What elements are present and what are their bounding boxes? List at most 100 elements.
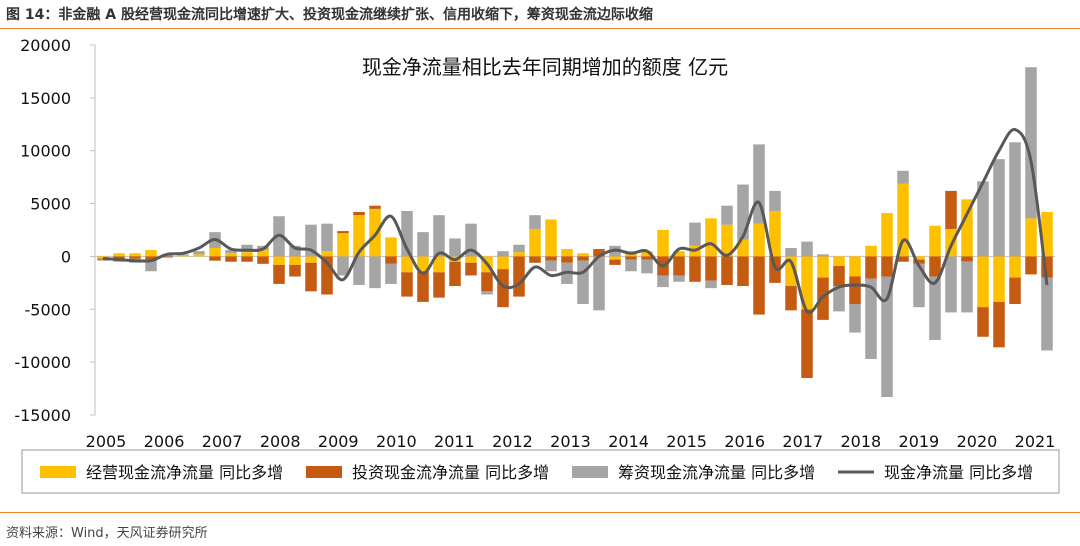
bar-series-1 [353, 215, 365, 257]
y-tick-label: -15000 [14, 406, 71, 425]
x-tick-label: 2015 [666, 432, 707, 451]
y-tick-label: 10000 [20, 142, 71, 161]
bar-series-2 [257, 256, 269, 264]
bar-series-2 [785, 286, 797, 311]
bar-series-3 [705, 280, 717, 289]
bar-series-1 [913, 256, 925, 260]
line-layer [102, 128, 1049, 315]
bar-series-2 [161, 256, 173, 258]
bar-series-3 [529, 215, 541, 229]
bar-series-2 [529, 256, 541, 263]
footer-divider [0, 512, 1080, 513]
bar-series-3 [385, 263, 397, 284]
bar-series-3 [945, 256, 957, 313]
bar-series-1 [929, 225, 941, 257]
bar-series-3 [337, 256, 349, 276]
bar-series-2 [129, 256, 141, 259]
bar-series-3 [753, 144, 765, 224]
bar-series-2 [625, 256, 637, 260]
bar-series-2 [385, 256, 397, 264]
bar-series-1 [113, 253, 125, 257]
bar-series-3 [145, 259, 157, 272]
bar-series-1 [289, 256, 301, 265]
bar-series-1 [657, 230, 669, 257]
bar-series-2 [641, 256, 653, 260]
title-divider [0, 28, 1080, 29]
bar-series-1 [513, 252, 525, 257]
bar-series-3 [881, 276, 893, 398]
bar-series-3 [417, 232, 429, 257]
bar-series-3 [193, 251, 205, 255]
bar-series-3 [961, 261, 973, 313]
x-tick-label: 2005 [86, 432, 127, 451]
bar-series-2 [273, 264, 285, 284]
y-tick-label: 0 [61, 247, 71, 266]
bar-series-1 [737, 239, 749, 257]
bar-series-3 [993, 159, 1005, 257]
bar-series-1 [129, 253, 141, 257]
x-tick-label: 2007 [202, 432, 243, 451]
bar-series-2 [993, 301, 1005, 348]
bar-series-1 [801, 256, 813, 310]
bar-series-2 [433, 272, 445, 298]
bar-series-2 [801, 309, 813, 378]
legend-frame [21, 449, 1060, 494]
figure-title: 图 14：非金融 A 股经营现金流同比增速扩大、投资现金流继续扩张、信用收缩下，… [6, 7, 653, 23]
bar-series-2 [1025, 256, 1037, 275]
y-tick-label: 15000 [20, 89, 71, 108]
bar-series-3 [1009, 142, 1021, 257]
bar-series-1 [897, 183, 909, 257]
chart: 现金净流量相比去年同期增加的额度 亿元 2005 2006 2007 2008 2009… [14, 36, 1060, 494]
bar-series-3 [897, 170, 909, 184]
bar-series-1 [609, 256, 621, 260]
bar-series-3 [321, 223, 333, 252]
bar-series-1 [1009, 256, 1021, 278]
bar-series-1 [305, 256, 317, 263]
bar-series-1 [193, 254, 205, 257]
bar-series-2 [289, 264, 301, 277]
bar-series-2 [705, 256, 717, 281]
bar-series-2 [337, 231, 349, 234]
bar-series-3 [513, 244, 525, 253]
bar-series-3 [929, 276, 941, 340]
bar-series-3 [673, 275, 685, 282]
bar-series-2 [401, 272, 413, 297]
bar-series-3 [225, 250, 237, 254]
x-tick-label: 2021 [1015, 432, 1056, 451]
bar-series-1 [209, 247, 221, 257]
bar-series-1 [145, 250, 157, 257]
bar-series-2 [449, 261, 461, 287]
x-axis-labels: 2005 2006 2007 2008 2009 2010 2011 2012 2013 2014… [86, 432, 1056, 451]
bar-series-3 [369, 256, 381, 289]
bar-series-1 [833, 256, 845, 266]
bar-series-3 [769, 190, 781, 211]
bar-series-3 [625, 259, 637, 272]
x-tick-label: 2010 [376, 432, 417, 451]
bar-series-3 [657, 275, 669, 288]
x-tick-label: 2018 [840, 432, 881, 451]
bar-series-1 [961, 199, 973, 257]
bar-series-2 [497, 269, 509, 308]
net-cash-flow-line [102, 128, 1049, 315]
bar-series-3 [641, 259, 653, 274]
legend-label: 经营现金流净流量 同比多增 [86, 463, 283, 482]
bar-series-2 [961, 256, 973, 262]
bar-series-1 [705, 218, 717, 257]
bar-series-2 [241, 256, 253, 262]
bar-series-2 [577, 256, 589, 261]
bar-series-3 [1025, 67, 1037, 219]
bar-series-3 [977, 181, 989, 257]
x-tick-label: 2020 [957, 432, 998, 451]
bar-series-2 [913, 259, 925, 264]
bar-series-2 [465, 262, 477, 276]
bar-series-3 [465, 223, 477, 257]
bar-series-1 [321, 251, 333, 257]
bar-series-1 [641, 251, 653, 257]
bar-series-2 [977, 307, 989, 337]
bar-series-3 [401, 210, 413, 257]
bar-series-3 [785, 247, 797, 257]
bar-series-3 [305, 224, 317, 257]
bar-series-2 [817, 277, 829, 320]
bar-series-1 [529, 228, 541, 257]
bar-series-1 [433, 256, 445, 273]
